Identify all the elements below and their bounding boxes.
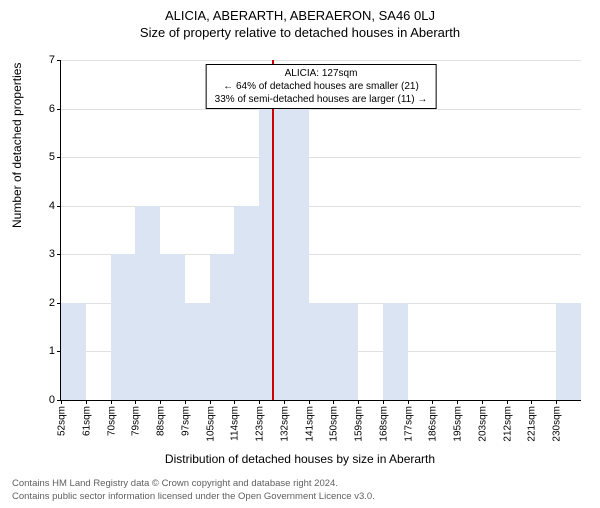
footer: Contains HM Land Registry data © Crown c… — [12, 478, 375, 503]
x-tick-mark — [86, 400, 87, 404]
x-tick-label: 97sqm — [178, 406, 191, 436]
histogram-bar — [556, 303, 581, 400]
y-tick-label: 3 — [35, 248, 61, 260]
x-tick-label: 203sqm — [475, 406, 488, 442]
y-tick-label: 2 — [35, 297, 61, 309]
histogram-bar — [309, 303, 334, 400]
info-box: ALICIA: 127sqm← 64% of detached houses a… — [206, 64, 437, 109]
histogram-bar — [284, 109, 309, 400]
histogram-bar — [234, 206, 259, 400]
x-tick-label: 168sqm — [376, 406, 389, 442]
footer-line-1: Contains HM Land Registry data © Crown c… — [12, 478, 375, 490]
grid-line — [61, 60, 581, 61]
x-tick-mark — [333, 400, 334, 404]
x-tick-label: 186sqm — [426, 406, 439, 442]
histogram-bar — [383, 303, 408, 400]
y-tick-label: 6 — [35, 103, 61, 115]
x-tick-mark — [284, 400, 285, 404]
histogram-bar — [210, 254, 235, 400]
x-tick-mark — [61, 400, 62, 404]
histogram-bar — [135, 206, 160, 400]
x-tick-mark — [309, 400, 310, 404]
x-tick-label: 79sqm — [129, 406, 142, 436]
x-tick-label: 61sqm — [79, 406, 92, 436]
x-tick-label: 177sqm — [401, 406, 414, 442]
y-tick-label: 1 — [35, 345, 61, 357]
info-box-line: ← 64% of detached houses are smaller (21… — [215, 80, 428, 93]
info-box-line: 33% of semi-detached houses are larger (… — [215, 93, 428, 106]
title-sub: Size of property relative to detached ho… — [0, 25, 600, 40]
x-tick-mark — [160, 400, 161, 404]
x-tick-label: 159sqm — [352, 406, 365, 442]
plot-area: 0123456752sqm61sqm70sqm79sqm88sqm97sqm10… — [60, 60, 581, 401]
x-tick-label: 105sqm — [203, 406, 216, 442]
y-axis-label: Number of detached properties — [10, 63, 24, 228]
grid-line — [61, 157, 581, 158]
x-tick-label: 195sqm — [451, 406, 464, 442]
x-tick-mark — [383, 400, 384, 404]
histogram-bar — [185, 303, 210, 400]
x-tick-label: 230sqm — [550, 406, 563, 442]
x-tick-mark — [135, 400, 136, 404]
x-tick-mark — [234, 400, 235, 404]
x-tick-label: 52sqm — [55, 406, 68, 436]
x-tick-label: 141sqm — [302, 406, 315, 442]
x-tick-mark — [432, 400, 433, 404]
x-tick-mark — [358, 400, 359, 404]
x-tick-mark — [111, 400, 112, 404]
y-tick-label: 4 — [35, 200, 61, 212]
x-tick-label: 132sqm — [277, 406, 290, 442]
x-tick-label: 150sqm — [327, 406, 340, 442]
x-tick-mark — [210, 400, 211, 404]
x-tick-mark — [556, 400, 557, 404]
footer-line-2: Contains public sector information licen… — [12, 491, 375, 503]
x-tick-mark — [457, 400, 458, 404]
title-main: ALICIA, ABERARTH, ABERAERON, SA46 0LJ — [0, 8, 600, 23]
x-tick-mark — [259, 400, 260, 404]
info-box-line: ALICIA: 127sqm — [215, 67, 428, 80]
x-tick-label: 212sqm — [500, 406, 513, 442]
x-tick-label: 88sqm — [154, 406, 167, 436]
x-tick-label: 114sqm — [228, 406, 241, 441]
histogram-bar — [111, 254, 136, 400]
x-tick-label: 70sqm — [104, 406, 117, 436]
histogram-bar — [61, 303, 86, 400]
x-tick-mark — [408, 400, 409, 404]
y-tick-label: 5 — [35, 151, 61, 163]
x-tick-mark — [531, 400, 532, 404]
histogram-bar — [333, 303, 358, 400]
chart-container: ALICIA, ABERARTH, ABERAERON, SA46 0LJ Si… — [0, 8, 600, 508]
x-tick-label: 221sqm — [525, 406, 538, 442]
x-tick-mark — [482, 400, 483, 404]
x-tick-label: 123sqm — [253, 406, 266, 442]
x-tick-mark — [507, 400, 508, 404]
y-tick-label: 0 — [35, 394, 61, 406]
y-tick-label: 7 — [35, 54, 61, 66]
marker-line — [272, 60, 274, 400]
x-tick-mark — [185, 400, 186, 404]
x-axis-label: Distribution of detached houses by size … — [0, 452, 600, 466]
histogram-bar — [160, 254, 185, 400]
